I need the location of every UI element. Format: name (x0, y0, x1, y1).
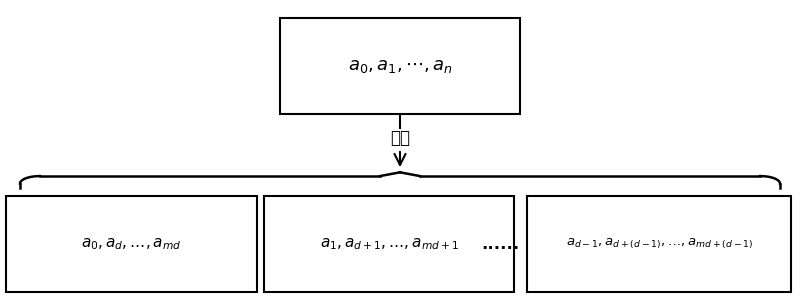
FancyBboxPatch shape (264, 196, 514, 292)
FancyBboxPatch shape (527, 196, 791, 292)
Text: 抽样: 抽样 (390, 129, 410, 147)
FancyBboxPatch shape (6, 196, 257, 292)
Text: $a_{d-1}, a_{d+(d-1)}, \ldots, a_{md+(d-1)}$: $a_{d-1}, a_{d+(d-1)}, \ldots, a_{md+(d-… (566, 237, 753, 251)
FancyBboxPatch shape (280, 18, 520, 114)
Text: $a_0, a_d, \ldots, a_{md}$: $a_0, a_d, \ldots, a_{md}$ (82, 236, 182, 252)
Text: $a_1, a_{d+1}, \ldots, a_{md+1}$: $a_1, a_{d+1}, \ldots, a_{md+1}$ (320, 236, 458, 252)
Text: ......: ...... (481, 235, 519, 253)
Text: $a_0, a_1, \cdots, a_n$: $a_0, a_1, \cdots, a_n$ (347, 57, 453, 75)
